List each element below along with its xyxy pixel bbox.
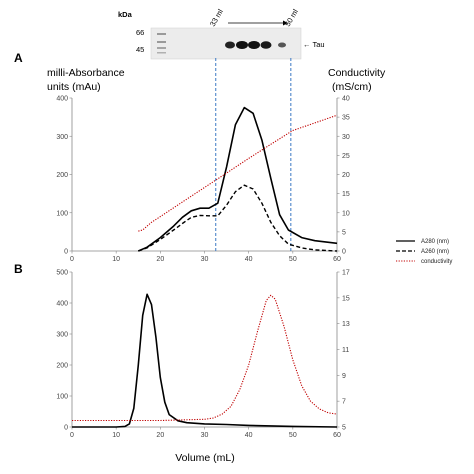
b-series-conductivity [72,294,338,422]
gel-tau-band [278,42,286,48]
panel-a-left-axis-title-line2: units (mAu) [47,81,101,93]
chart-a-ticks: 0 10 20 30 40 50 60010020030040005101520253035… [56,96,350,264]
a-y-tick-label: 200 [56,172,68,179]
b-x-tick-label: 10 [112,432,120,439]
a-y2-tick-label: 35 [342,115,350,122]
b-y2-tick-label: 11 [342,347,349,354]
a-x-tick-label: 60 [333,256,341,263]
b-y-tick-label: 200 [56,363,68,370]
legend-label-a260: A260 (nm) [421,249,449,255]
a-y2-tick-label: 15 [342,191,350,198]
a-y-tick-label: 400 [56,96,68,103]
gel-end-label: 50 ml [283,7,300,28]
b-y-tick-label: 300 [56,332,68,339]
b-y2-tick-label: 9 [342,373,346,380]
panel-b-letter: B [14,262,23,276]
chart-b-series [72,293,338,428]
panel-a-letter: A [14,51,23,65]
gel-ladder-band [157,52,166,54]
chart-a-series [137,106,338,252]
gel-ladder-band [157,47,166,49]
gel-ladder-band [157,33,166,35]
panel-a-left-axis-title-line1: milli-Absorbance [47,67,125,79]
a-series-conductivity [138,114,338,232]
gel-tau-band [236,41,248,49]
a-y2-tick-label: 25 [342,153,350,160]
a-y2-tick-label: 0 [342,249,346,256]
a-x-tick-label: 30 [201,256,209,263]
a-x-tick-label: 0 [70,256,74,263]
b-y2-tick-label: 13 [342,321,350,328]
b-y2-tick-label: 5 [342,425,346,432]
gel-start-label: 33 ml [208,7,225,28]
a-y2-tick-label: 30 [342,134,350,141]
b-x-tick-label: 0 [70,432,74,439]
legend-label-conductivity: conductivity [421,259,452,265]
chart-b-ticks: 0 10 20 30 40 50 60 0 100 200 300 400 500 5 7 9 11 13 15 17 [56,270,350,440]
b-y-tick-label: 0 [64,425,68,432]
panel-a-right-axis-title-line2: (mS/cm) [332,81,372,93]
panel-a-right-axis-title-line1: Conductivity [328,67,386,79]
b-y2-tick-label: 7 [342,399,346,406]
gel-tau-label: ← Tau [303,40,325,49]
b-x-tick-label: 40 [245,432,253,439]
gel-tau-band [260,41,272,49]
a-x-tick-label: 20 [156,256,164,263]
chart-a-fraction-markers [215,58,292,251]
chart-a: 0 10 20 30 40 50 60010020030040005101520253035… [56,58,350,263]
a-series-a260-nm [138,184,338,252]
a-x-tick-label: 10 [112,256,120,263]
a-y2-tick-label: 10 [342,210,350,217]
gel-marker-66: 66 [136,28,144,37]
b-y-tick-label: 500 [56,270,68,277]
a-series-a280-nm [137,106,338,252]
a-x-tick-label: 40 [245,256,253,263]
legend: A280 (nm) A260 (nm) conductivity [396,239,452,265]
legend-label-a280: A280 (nm) [421,239,449,245]
a-y-tick-label: 100 [56,210,68,217]
gel-ladder-band [157,41,166,43]
gel-arrow-head [283,20,288,26]
b-y-tick-label: 100 [56,394,68,401]
a-y-tick-label: 300 [56,134,68,141]
b-x-tick-label: 30 [201,432,209,439]
gel-blot: kDa 66 45 ← Tau 33 ml 50 ml [118,7,325,60]
b-x-tick-label: 60 [333,432,341,439]
chart-b: 0 10 20 30 40 50 60 0 100 200 300 400 500 5 7 9 11 13 15 17 [56,270,350,440]
a-y2-tick-label: 5 [342,229,346,236]
a-y-tick-label: 0 [64,249,68,256]
b-y2-tick-label: 17 [342,270,350,277]
b-x-tick-label: 50 [289,432,297,439]
panel-b-x-axis-title: Volume (mL) [175,452,235,464]
gel-kda-label: kDa [118,10,133,19]
b-series-a280-nm [72,293,338,428]
gel-tau-band [248,41,260,49]
b-y2-tick-label: 15 [342,295,350,302]
b-x-tick-label: 20 [156,432,164,439]
a-y2-tick-label: 40 [342,96,350,103]
b-y-tick-label: 400 [56,301,68,308]
gel-marker-45: 45 [136,45,144,54]
a-y2-tick-label: 20 [342,172,350,179]
gel-tau-band [225,41,235,49]
a-x-tick-label: 50 [289,256,297,263]
